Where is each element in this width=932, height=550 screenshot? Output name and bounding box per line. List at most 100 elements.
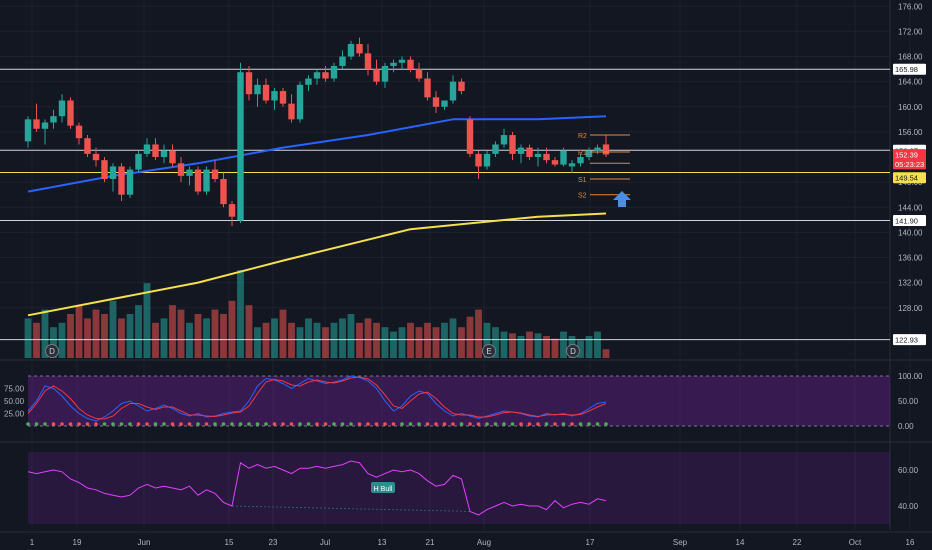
time-tick: Jun	[138, 538, 151, 547]
candle[interactable]	[339, 50, 346, 70]
candle[interactable]	[228, 200, 236, 227]
candle[interactable]	[135, 150, 142, 173]
volume-bar	[152, 322, 159, 358]
stoch-tick-right: 50.00	[898, 397, 919, 406]
volume-bar	[526, 331, 533, 358]
candle[interactable]	[24, 116, 32, 148]
pivot-label: S2	[578, 193, 587, 200]
candle[interactable]	[356, 37, 363, 57]
volume-bar	[75, 305, 83, 358]
candle-body	[560, 150, 567, 165]
candle[interactable]	[262, 78, 270, 104]
candle[interactable]	[58, 94, 66, 123]
candle[interactable]	[101, 157, 108, 183]
pivot-label: R1	[578, 150, 587, 157]
price-tag-bg	[893, 149, 926, 161]
candle[interactable]	[194, 166, 202, 195]
candle[interactable]	[169, 144, 176, 167]
candle[interactable]	[271, 87, 278, 110]
candle[interactable]	[254, 78, 261, 107]
candle[interactable]	[279, 87, 287, 107]
candle[interactable]	[509, 131, 516, 161]
candle[interactable]	[126, 166, 134, 198]
cross-dot	[238, 422, 243, 426]
cross-dot	[485, 422, 489, 426]
candle[interactable]	[415, 62, 423, 82]
candle[interactable]	[390, 59, 397, 73]
candle[interactable]	[203, 166, 210, 195]
candle[interactable]	[152, 138, 159, 161]
candle[interactable]	[50, 109, 57, 129]
grid	[0, 0, 932, 530]
candle[interactable]	[84, 135, 91, 158]
cross-dot	[400, 422, 404, 426]
candle[interactable]	[432, 91, 440, 114]
volume-bar	[288, 322, 295, 358]
candle[interactable]	[381, 62, 389, 88]
candle[interactable]	[458, 78, 465, 95]
annotation-label: H Bull	[374, 486, 393, 493]
candle[interactable]	[577, 153, 584, 167]
candle[interactable]	[407, 56, 414, 73]
candle[interactable]	[483, 150, 491, 170]
candle[interactable]	[118, 163, 125, 201]
candle[interactable]	[186, 166, 193, 186]
candle[interactable]	[534, 147, 542, 167]
candle[interactable]	[441, 100, 448, 110]
time-tick: 16	[906, 538, 915, 547]
time-axis[interactable]: 1 19 Jun 15 23 Jul 13 21 Aug 17 Sep 14 22 Oct 16	[0, 531, 932, 547]
candle[interactable]	[177, 157, 185, 183]
pivot-label: R2	[578, 133, 587, 140]
candle[interactable]	[75, 122, 83, 145]
candle-body	[50, 116, 57, 123]
candle[interactable]	[517, 144, 525, 164]
candle[interactable]	[211, 160, 219, 183]
candle[interactable]	[602, 135, 610, 158]
candle[interactable]	[288, 94, 295, 123]
candle[interactable]	[500, 128, 508, 148]
event-marker[interactable]: D	[45, 344, 59, 358]
candle[interactable]	[245, 65, 253, 101]
candle[interactable]	[568, 160, 576, 173]
candle[interactable]	[305, 75, 312, 92]
candle[interactable]	[92, 147, 100, 167]
candle[interactable]	[424, 72, 431, 101]
candle-body	[347, 43, 355, 57]
candle-body	[526, 147, 533, 158]
candle[interactable]	[220, 172, 227, 208]
candle[interactable]	[398, 56, 406, 70]
candle[interactable]	[67, 97, 74, 129]
cross-dot	[34, 422, 39, 426]
candle[interactable]	[160, 144, 168, 164]
candle[interactable]	[322, 65, 329, 82]
candle[interactable]	[237, 62, 244, 223]
candle[interactable]	[492, 141, 499, 158]
candle[interactable]	[364, 43, 372, 76]
candle[interactable]	[347, 40, 355, 60]
candle[interactable]	[551, 157, 559, 167]
candle[interactable]	[585, 147, 593, 161]
event-marker[interactable]: D	[566, 344, 580, 358]
candle[interactable]	[526, 144, 533, 161]
candle[interactable]	[330, 62, 338, 82]
candle[interactable]	[143, 138, 151, 158]
candle[interactable]	[313, 69, 321, 85]
candle[interactable]	[449, 75, 457, 104]
candle[interactable]	[109, 163, 117, 192]
candle[interactable]	[41, 119, 49, 145]
candle[interactable]	[296, 81, 304, 123]
candle[interactable]	[466, 116, 474, 158]
price-axis[interactable]: 176.00172.00168.00164.00160.00156.00148.…	[4, 2, 923, 511]
candle[interactable]	[475, 150, 482, 179]
candle[interactable]	[33, 103, 40, 132]
candle[interactable]	[560, 147, 567, 167]
candle[interactable]	[543, 147, 550, 164]
event-marker[interactable]: E	[482, 344, 496, 358]
candle[interactable]	[373, 59, 380, 85]
candles[interactable]	[24, 37, 610, 227]
candle-body	[203, 169, 210, 192]
price-tag: 05:23:23	[893, 158, 926, 170]
candle-body	[373, 69, 380, 82]
